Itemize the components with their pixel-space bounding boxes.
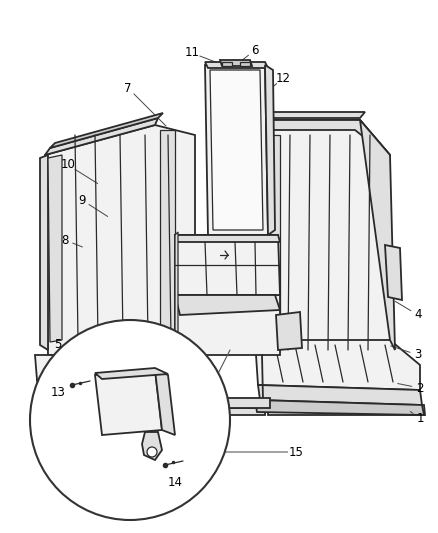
Polygon shape [35,394,205,404]
Polygon shape [95,368,168,379]
Polygon shape [48,155,62,342]
Polygon shape [160,130,175,342]
Polygon shape [175,232,178,355]
Polygon shape [255,340,420,390]
Text: 9: 9 [78,193,86,206]
Polygon shape [265,120,390,155]
Polygon shape [220,60,252,66]
Text: 15: 15 [289,446,304,458]
Polygon shape [265,65,275,235]
Text: 8: 8 [61,233,69,246]
Text: 5: 5 [54,338,62,351]
Text: 14: 14 [167,475,183,489]
Polygon shape [50,113,163,148]
Text: 2: 2 [416,382,424,394]
Polygon shape [35,355,202,380]
Text: 10: 10 [60,158,75,172]
Text: 7: 7 [124,82,132,94]
Polygon shape [205,65,268,235]
Polygon shape [37,380,204,394]
Polygon shape [175,295,280,355]
Text: 4: 4 [414,309,422,321]
Text: 12: 12 [276,71,290,85]
Polygon shape [385,245,402,300]
Text: 3: 3 [414,349,422,361]
Polygon shape [175,235,280,242]
Polygon shape [240,62,250,66]
Polygon shape [38,404,52,415]
Circle shape [30,320,230,520]
Polygon shape [175,295,280,315]
Text: 6: 6 [251,44,259,56]
Polygon shape [45,118,158,155]
Polygon shape [265,112,365,118]
Polygon shape [210,70,263,230]
Polygon shape [142,432,162,460]
Polygon shape [37,400,193,415]
Polygon shape [40,155,48,350]
Polygon shape [276,312,302,350]
Text: 11: 11 [184,46,199,60]
Polygon shape [195,408,265,415]
Polygon shape [258,385,422,405]
Polygon shape [360,120,395,350]
Polygon shape [255,400,424,415]
Polygon shape [155,370,175,435]
Polygon shape [45,125,195,355]
Polygon shape [175,235,280,295]
Polygon shape [265,120,390,365]
Text: 1: 1 [416,411,424,424]
Polygon shape [95,370,162,435]
Polygon shape [268,400,425,415]
Polygon shape [222,62,232,66]
Polygon shape [205,62,268,68]
Text: 13: 13 [50,385,65,399]
Polygon shape [190,398,270,408]
Polygon shape [268,135,280,350]
Circle shape [147,447,157,457]
